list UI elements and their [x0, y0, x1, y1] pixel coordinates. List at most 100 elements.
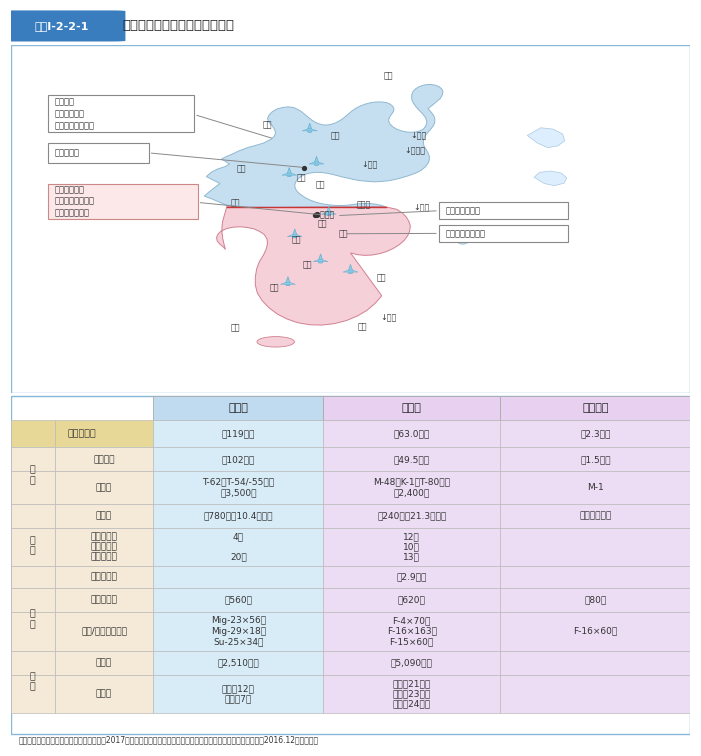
Bar	[11, 588, 55, 612]
Bar	[500, 448, 690, 471]
Text: 約5,090万人: 約5,090万人	[390, 658, 433, 667]
Text: 空
軍: 空 軍	[29, 609, 36, 629]
Text: 大邱: 大邱	[377, 273, 386, 282]
Text: 在韓米軍司令部: 在韓米軍司令部	[55, 209, 90, 218]
Bar	[323, 566, 500, 588]
Bar	[154, 471, 323, 503]
Text: ●ソウル: ●ソウル	[314, 210, 335, 219]
Bar	[55, 528, 154, 566]
Text: 約240隻　21.3万トン: 約240隻 21.3万トン	[377, 511, 447, 520]
Text: 北朝鮮: 北朝鮮	[229, 403, 248, 413]
Bar	[11, 674, 55, 713]
FancyBboxPatch shape	[0, 11, 125, 42]
Text: 米第７空軍司令部: 米第７空軍司令部	[446, 229, 486, 238]
Bar	[11, 503, 55, 528]
Text: M-1: M-1	[587, 483, 604, 492]
Bar	[154, 420, 323, 448]
Text: 駆　逐　艦
フリゲート
潜　水　艦: 駆 逐 艦 フリゲート 潜 水 艦	[90, 532, 118, 562]
Text: 艦　艇: 艦 艇	[96, 511, 112, 520]
Text: 空軍司令部: 空軍司令部	[55, 148, 80, 157]
Polygon shape	[313, 259, 328, 262]
Polygon shape	[302, 129, 317, 131]
Bar	[48, 95, 194, 132]
Bar	[500, 566, 690, 588]
Bar	[55, 471, 154, 503]
Bar	[323, 674, 500, 713]
Bar	[11, 528, 55, 566]
Text: 議政府: 議政府	[357, 200, 372, 209]
Text: ↓墨湖: ↓墨湖	[413, 203, 429, 212]
Text: 約80機: 約80機	[584, 596, 606, 605]
Text: 韓　国: 韓 国	[402, 403, 421, 413]
Text: 第３/４世代戦闘機: 第３/４世代戦闘機	[81, 627, 127, 636]
Text: 男性　12年
女性　7年: 男性 12年 女性 7年	[222, 684, 254, 704]
Text: 人　口: 人 口	[96, 658, 112, 667]
Text: 約560機: 約560機	[224, 596, 252, 605]
Polygon shape	[534, 171, 566, 186]
Text: 南浦: 南浦	[237, 164, 247, 173]
Text: 沙串: 沙串	[230, 198, 240, 207]
Bar	[500, 503, 690, 528]
Bar	[48, 184, 198, 219]
Text: 黄州: 黄州	[315, 181, 325, 190]
Bar	[154, 503, 323, 528]
Bar	[55, 566, 154, 588]
Text: 在韓米軍: 在韓米軍	[582, 403, 608, 413]
Text: 4隻

20隻: 4隻 20隻	[230, 532, 247, 562]
Polygon shape	[343, 270, 358, 272]
Text: （注）　資料は「ミリタリー・バランス（2017）」などによる。なお、在韓米軍の兵力については米国防省資料（2016.12）による。: （注） 資料は「ミリタリー・バランス（2017）」などによる。なお、在韓米軍の兵…	[19, 736, 319, 745]
Text: 木浦: 木浦	[230, 324, 240, 333]
Bar	[48, 144, 149, 163]
Bar	[323, 503, 500, 528]
Bar	[500, 674, 690, 713]
Text: 中和: 中和	[297, 173, 306, 182]
Text: 総　兵　力: 総 兵 力	[67, 429, 96, 438]
Bar	[55, 503, 154, 528]
Bar	[323, 420, 500, 448]
Bar	[55, 448, 154, 471]
Text: 約620機: 約620機	[397, 596, 426, 605]
Text: 光州: 光州	[270, 284, 279, 293]
Text: 図表Ⅰ-2-2-1: 図表Ⅰ-2-2-1	[34, 21, 89, 31]
Text: 海
軍: 海 軍	[29, 536, 36, 556]
Text: 海軍司令部: 海軍司令部	[55, 109, 85, 118]
Polygon shape	[348, 265, 353, 274]
Text: 平沢: 平沢	[292, 236, 301, 244]
Text: ↓釜山: ↓釜山	[381, 313, 397, 322]
Bar	[154, 566, 323, 588]
Text: 約119万人: 約119万人	[222, 429, 255, 438]
Bar	[500, 396, 690, 420]
Text: 約63.0万人: 約63.0万人	[393, 429, 430, 438]
Polygon shape	[309, 162, 324, 164]
Bar	[154, 674, 323, 713]
Bar	[323, 471, 500, 503]
Bar	[154, 396, 323, 420]
Polygon shape	[314, 156, 319, 166]
Bar	[154, 612, 323, 651]
Bar	[55, 674, 154, 713]
Text: 群山: 群山	[302, 260, 312, 269]
Polygon shape	[527, 128, 565, 147]
Text: 支援部隊のみ: 支援部隊のみ	[579, 511, 611, 520]
Text: 鳥山: 鳥山	[339, 229, 348, 238]
Text: ↓遮湖: ↓遮湖	[410, 131, 427, 140]
Polygon shape	[307, 123, 312, 132]
Bar	[500, 651, 690, 674]
Text: 総参謀部: 総参謀部	[55, 97, 75, 106]
Bar	[55, 588, 154, 612]
Bar	[323, 612, 500, 651]
Text: 戦　車: 戦 車	[96, 483, 112, 492]
Text: Mig-23×56機
Mig-29×18機
Su-25×34機: Mig-23×56機 Mig-29×18機 Su-25×34機	[211, 616, 266, 646]
Text: ↓退潮: ↓退潮	[362, 160, 378, 169]
Bar	[500, 528, 690, 566]
Bar	[154, 651, 323, 674]
Polygon shape	[326, 206, 331, 215]
Text: ↓馬養島: ↓馬養島	[404, 147, 425, 156]
Text: M-48、K-1、T-80など
約2,400両: M-48、K-1、T-80など 約2,400両	[373, 478, 450, 497]
Bar	[500, 588, 690, 612]
Polygon shape	[318, 254, 323, 263]
Bar	[11, 471, 55, 503]
Bar	[323, 448, 500, 471]
Bar	[323, 528, 500, 566]
Text: 価川: 価川	[263, 120, 272, 129]
